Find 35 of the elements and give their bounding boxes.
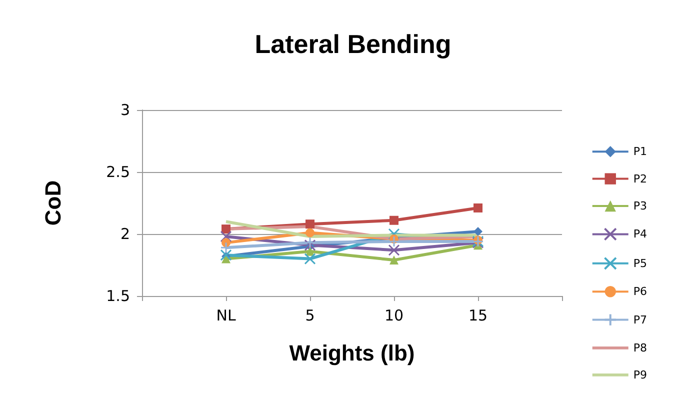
legend-label: P5 [633,256,648,270]
legend-label: P8 [633,341,648,354]
point [304,236,316,248]
point [220,249,232,261]
legend-label: P3 [633,200,648,212]
point [474,227,482,236]
point [390,216,398,225]
point [306,220,314,229]
point [390,256,398,265]
legend-label: P4 [633,228,648,241]
legend-label: P7 [633,313,648,326]
y-tick-label: 2.5 [106,163,130,181]
y-tick-label: 1.5 [106,287,130,305]
x-tick-label: 15 [468,306,488,324]
legend-label: P2 [633,172,648,186]
point [388,244,400,256]
legend-label: P9 [633,368,648,382]
point [388,236,400,248]
y-axis-title: CoD [40,180,66,226]
x-tick-label: 5 [305,306,315,324]
point [222,224,230,234]
x-tick-label: 10 [384,306,404,324]
y-tick-label: 2 [120,225,130,243]
x-axis-title: Weights (lb) [289,340,415,366]
point [388,228,400,240]
point [306,228,314,238]
y-tick-label: 3 [120,101,130,119]
x-tick-label: NL [216,306,236,324]
legend-label: P1 [633,145,648,158]
point [474,203,482,212]
point [304,253,316,265]
point [220,230,232,242]
legend-label: P6 [633,285,648,298]
point [304,239,316,251]
chart-title: Lateral Bending [254,29,452,59]
